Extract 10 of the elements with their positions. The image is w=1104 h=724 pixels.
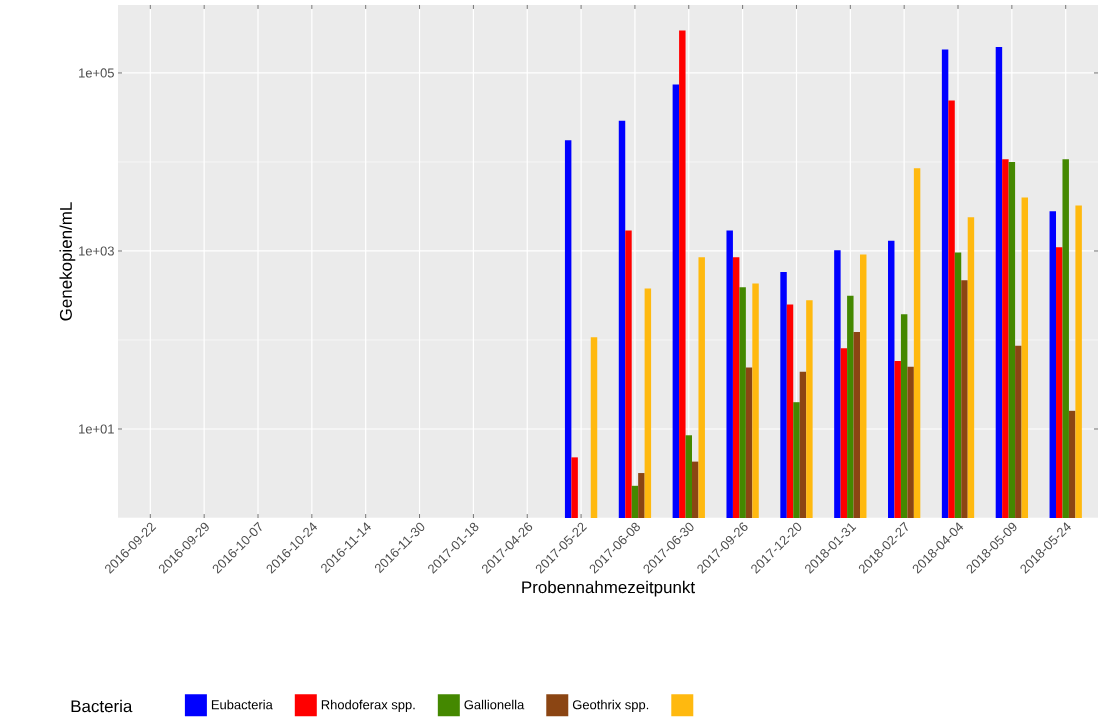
y-tick-label: 1e+01: [79, 424, 114, 434]
legend-label: Gallionella: [464, 699, 525, 710]
legend-title: Bacteria: [71, 699, 133, 713]
y-tick-label: 1e+03: [79, 246, 114, 256]
legend-label: Geothrix spp.: [572, 699, 649, 712]
legend-label: Eubacteria: [211, 699, 273, 710]
legend-label: Rhodoferax spp.: [321, 699, 415, 712]
y-tick-label: 1e+05: [79, 68, 114, 78]
y-axis-title: Genekopien/mL: [59, 202, 76, 321]
x-axis-title: Probennahmezeitpunkt: [522, 580, 695, 597]
